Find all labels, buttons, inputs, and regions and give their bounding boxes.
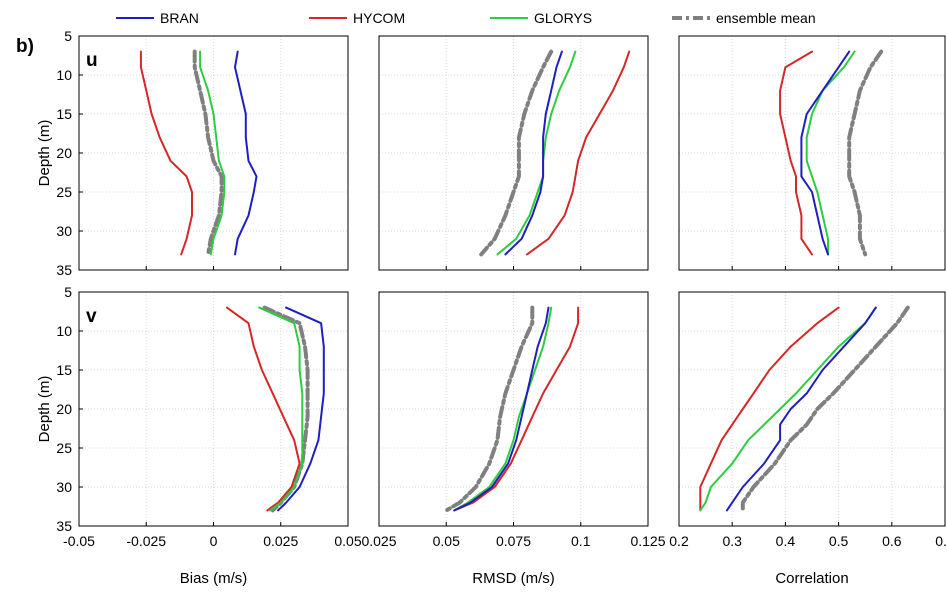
series-line-bran bbox=[504, 50, 563, 256]
x-tick-label: 0.2 bbox=[669, 533, 689, 549]
x-axis-label: RMSD (m/s) bbox=[472, 570, 555, 587]
series-line-hycom bbox=[139, 50, 193, 256]
x-axis-label: Bias (m/s) bbox=[180, 570, 248, 587]
x-tick-label: 0 bbox=[210, 533, 218, 549]
x-tick-label: -0.025 bbox=[126, 533, 166, 549]
x-tick-label: 0.05 bbox=[433, 533, 460, 549]
x-tick-label: 0.5 bbox=[829, 533, 849, 549]
series-line-glorys bbox=[199, 50, 226, 256]
x-tick-label: 0.3 bbox=[722, 533, 742, 549]
x-axis-label: Correlation bbox=[775, 570, 848, 587]
x-tick-label: 0.7 bbox=[935, 533, 947, 549]
x-tick-label: 0.075 bbox=[496, 533, 531, 549]
series-line-hycom bbox=[699, 306, 840, 512]
y-tick-label: 25 bbox=[56, 184, 72, 200]
series-line-ensemble-mean bbox=[479, 49, 554, 257]
panel-u-correlation bbox=[678, 35, 946, 271]
series-line-bran bbox=[453, 306, 550, 512]
y-axis-label: Depth (m) bbox=[36, 376, 53, 443]
series-line-glorys bbox=[453, 306, 553, 512]
panel-u-rmsd-m-s bbox=[378, 35, 649, 271]
y-tick-label: 30 bbox=[56, 223, 72, 239]
x-tick-label: 0.05 bbox=[334, 533, 361, 549]
legend-label-hycom: HYCOM bbox=[353, 10, 405, 26]
row-label-v: v bbox=[86, 306, 97, 327]
series-line-hycom bbox=[779, 50, 813, 256]
series-line-glorys bbox=[699, 306, 877, 512]
y-tick-label: 15 bbox=[56, 106, 72, 122]
y-tick-label: 20 bbox=[56, 401, 72, 417]
series-line-hycom bbox=[526, 50, 631, 256]
y-axis-label: Depth (m) bbox=[36, 120, 53, 187]
y-tick-label: 10 bbox=[56, 67, 72, 83]
x-tick-label: 0.025 bbox=[263, 533, 298, 549]
y-tick-label: 10 bbox=[56, 323, 72, 339]
y-tick-label: 35 bbox=[56, 518, 72, 534]
x-tick-label: 0.6 bbox=[882, 533, 902, 549]
plot-frame bbox=[678, 35, 946, 271]
legend-label-glorys: GLORYS bbox=[534, 10, 592, 26]
y-tick-label: 15 bbox=[56, 362, 72, 378]
y-tick-label: 30 bbox=[56, 479, 72, 495]
x-tick-label: 0.4 bbox=[776, 533, 796, 549]
legend-label-bran: BRAN bbox=[160, 10, 199, 26]
y-tick-label: 20 bbox=[56, 145, 72, 161]
panel-v-bias-m-s: -0.05 -0.025 0 0.025 0.05 Bias (m/s) 5 10 15 20 25… bbox=[36, 284, 362, 587]
panel-v-rmsd-m-s: 0.025 0.05 0.075 0.1 0.125 RMSD (m/s) bbox=[361, 291, 666, 587]
panel-label: b) bbox=[16, 36, 34, 57]
series-line-bran bbox=[277, 306, 325, 512]
series-line-bran bbox=[234, 50, 258, 256]
x-tick-label: 0.125 bbox=[630, 533, 665, 549]
panels: 5 10 15 20 25 30 35 Depth (m) u -0.05 -0.025 0 0.025… bbox=[36, 28, 947, 587]
series-line-glorys bbox=[805, 50, 856, 256]
row-label-u: u bbox=[86, 50, 98, 71]
y-tick-label: 35 bbox=[56, 262, 72, 278]
y-tick-label: 5 bbox=[64, 284, 72, 300]
x-tick-label: 0.025 bbox=[361, 533, 396, 549]
series-line-hycom bbox=[225, 306, 301, 512]
y-tick-label: 25 bbox=[56, 440, 72, 456]
plot-frame bbox=[678, 291, 946, 527]
series-line-hycom bbox=[453, 306, 580, 512]
panel-v-correlation: 0.2 0.3 0.4 0.5 0.6 0.7 Correlation bbox=[669, 291, 947, 587]
series-line-ensemble-mean bbox=[847, 49, 884, 257]
legend-label-ensemble-mean: ensemble mean bbox=[716, 10, 816, 26]
y-tick-label: 5 bbox=[64, 28, 72, 44]
panel-u-bias-m-s: 5 10 15 20 25 30 35 Depth (m) u bbox=[36, 28, 349, 278]
series-line-ensemble-mean bbox=[192, 49, 224, 257]
series-line-ensemble-mean bbox=[740, 305, 910, 513]
series-line-ensemble-mean bbox=[444, 305, 535, 513]
x-tick-label: -0.05 bbox=[63, 533, 95, 549]
series-line-bran bbox=[800, 50, 851, 256]
x-tick-label: 0.1 bbox=[571, 533, 591, 549]
series-line-glorys bbox=[258, 306, 304, 512]
series-line-bran bbox=[725, 306, 877, 512]
legend: BRAN HYCOM GLORYS ensemble mean bbox=[116, 10, 816, 26]
